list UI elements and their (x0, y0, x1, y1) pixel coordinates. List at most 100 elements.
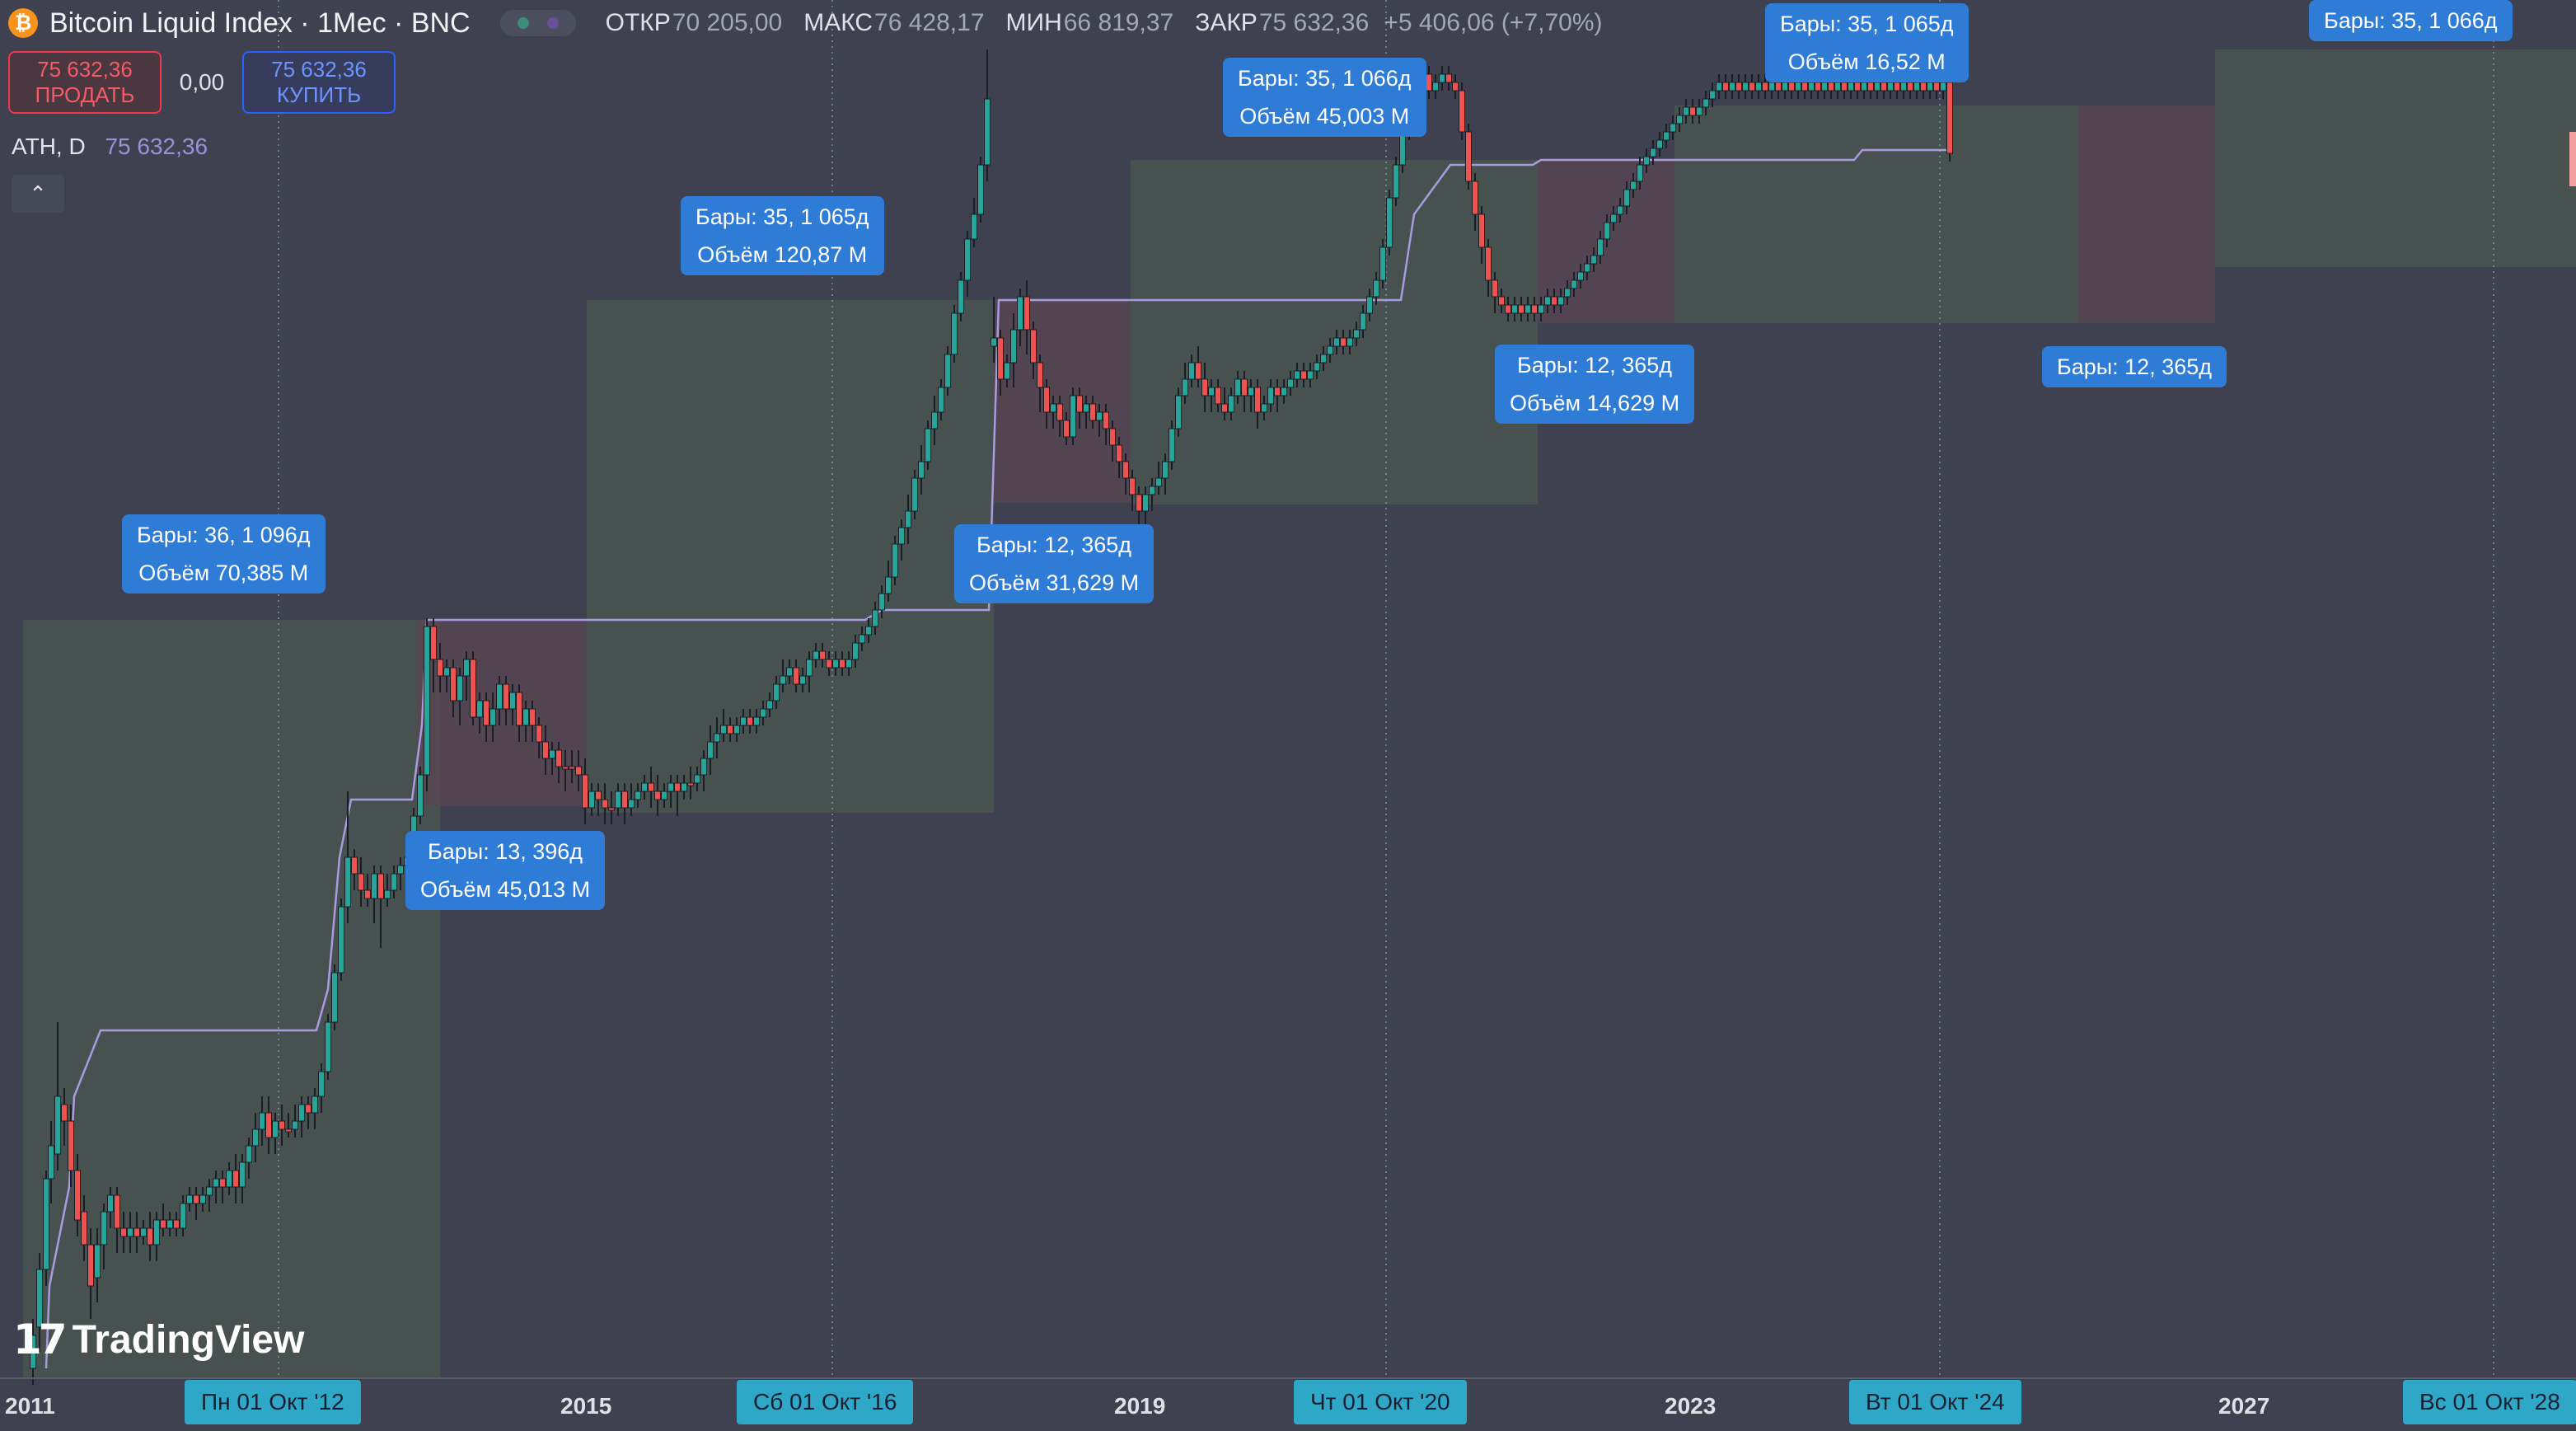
candle-body (1076, 395, 1083, 413)
spread-value: 0,00 (179, 69, 225, 95)
cycle-date-pill[interactable]: Вс 01 Окт '28 (2403, 1380, 2576, 1424)
cycle-date-pill[interactable]: Пн 01 Окт '12 (185, 1380, 361, 1424)
candle-body (1604, 222, 1610, 240)
year-label: 2011 (5, 1393, 55, 1419)
candle-body (1696, 106, 1703, 116)
market-status[interactable] (499, 10, 576, 36)
candle-body (608, 807, 615, 811)
candle-body (120, 1227, 127, 1237)
sell-button[interactable]: 75 632,36 ПРОДАТЬ (8, 51, 162, 114)
candle-body (984, 98, 991, 166)
candle-body (621, 791, 628, 809)
candle-body (1867, 82, 1874, 91)
candles (30, 49, 1953, 1385)
candle-body (397, 865, 404, 875)
candle-body (219, 1178, 226, 1188)
candle-body (1564, 288, 1571, 298)
candle-body (1353, 329, 1360, 339)
candle-body (48, 1145, 54, 1180)
candle-body (1274, 387, 1281, 396)
candle-body (1070, 395, 1076, 438)
candle-body (799, 675, 806, 685)
candle-body (1261, 403, 1267, 413)
candle-body (1320, 354, 1327, 364)
candle-body (1703, 98, 1709, 108)
candle-body (1907, 82, 1913, 91)
candle-body (1030, 329, 1037, 364)
candle-body (1782, 82, 1788, 91)
ath-line-path (44, 148, 1953, 1369)
cycle-date-pill[interactable]: Чт 01 Окт '20 (1294, 1380, 1467, 1424)
year-label: 2019 (1114, 1393, 1166, 1419)
candle-body (1795, 82, 1801, 91)
candle-body (1874, 82, 1880, 91)
candle-body (786, 667, 793, 677)
trade-buttons: 75 632,36 ПРОДАТЬ 0,00 75 632,36 КУПИТЬ (8, 51, 396, 114)
candle-body (1597, 238, 1604, 256)
candle-body (1716, 82, 1722, 91)
candle-body (160, 1219, 166, 1229)
candle-body (1221, 403, 1228, 413)
candle-body (338, 906, 344, 974)
candle-body (94, 1244, 101, 1279)
candle-body (661, 791, 667, 800)
bar-range-box (2215, 49, 2576, 267)
candle-body (292, 1120, 298, 1130)
candle-body (780, 675, 786, 685)
candle-body (1940, 82, 1946, 91)
candle-body (470, 659, 476, 718)
candle-body (298, 1104, 305, 1122)
candle-body (1116, 444, 1122, 462)
indicator-legend[interactable]: ATH, D 75 632,36 (12, 134, 208, 160)
candle-body (1195, 362, 1201, 380)
cycle-date-pill[interactable]: Сб 01 Окт '16 (737, 1380, 914, 1424)
candle-body (569, 766, 575, 770)
symbol-title[interactable]: Bitcoin Liquid Index · 1Мес · BNC (49, 7, 471, 39)
candle-body (1281, 387, 1287, 396)
candle-body (944, 354, 951, 388)
candle-body (259, 1112, 265, 1130)
candle-body (1650, 148, 1656, 157)
candle-body (1234, 378, 1241, 396)
candle-body (1393, 164, 1399, 199)
candle-body (1768, 82, 1775, 91)
candle-body (1775, 82, 1782, 91)
candle-body (997, 337, 1004, 380)
candle-body (918, 461, 925, 479)
candle-body (667, 782, 674, 792)
candle-body (1366, 296, 1373, 314)
buy-button[interactable]: 75 632,36 КУПИТЬ (242, 51, 396, 114)
candle-body (806, 659, 813, 677)
range-tooltip: Бары: 36, 1 096д Объём 70,385 M (122, 514, 326, 594)
candle-body (1043, 387, 1050, 413)
candle-body (424, 626, 430, 776)
candle-body (450, 667, 457, 701)
candle-body (1241, 378, 1248, 396)
candle-body (1155, 477, 1162, 487)
candle-body (819, 650, 826, 660)
candle-body (1182, 378, 1188, 396)
bitcoin-icon: ₿ (8, 8, 38, 38)
candle-body (1788, 82, 1795, 91)
candle-body (773, 683, 780, 701)
chevron-up-icon: ⌃ (29, 181, 47, 206)
collapse-legend-button[interactable]: ⌃ (12, 175, 64, 213)
candle-body (892, 543, 898, 578)
candle-body (885, 576, 892, 594)
candle-body (1722, 82, 1729, 91)
candle-body (1485, 246, 1492, 281)
cycle-date-pill[interactable]: Вт 01 Окт '24 (1849, 1380, 2021, 1424)
candle-body (377, 873, 384, 899)
candle-body (1379, 246, 1386, 281)
candle-body (1920, 82, 1927, 91)
candle-body (925, 428, 931, 462)
candle-body (358, 873, 364, 891)
candle-body (1670, 123, 1676, 133)
tradingview-logo[interactable]: 17 TradingView (13, 1316, 304, 1363)
candle-body (1531, 304, 1538, 314)
candle-body (971, 213, 977, 240)
candle-body (265, 1112, 272, 1138)
candle-body (694, 774, 700, 784)
candle-body (61, 1104, 68, 1122)
